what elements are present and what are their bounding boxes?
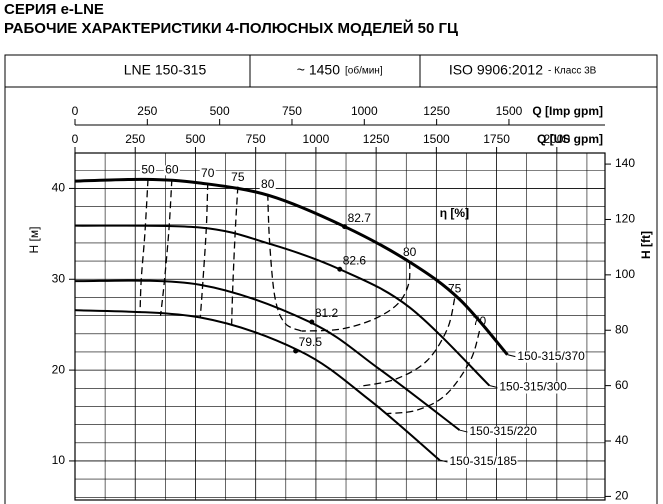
- efficiency-curve: [301, 261, 411, 332]
- efficiency-curve: [230, 186, 239, 327]
- x-tick-label: 750: [246, 132, 266, 146]
- y2-tick-label: 120: [615, 212, 635, 226]
- efficiency-label: 60: [165, 163, 179, 177]
- standard: ISO 9906:2012: [449, 62, 543, 78]
- efficiency-label-bg: [446, 284, 463, 295]
- efficiency-label-bg: [199, 168, 216, 179]
- x-tick-label: 1250: [363, 132, 390, 146]
- y2-tick-label: 140: [615, 156, 635, 170]
- curve-label-bg: [467, 426, 538, 439]
- pump-curve: [74, 309, 441, 461]
- efficiency-curve: [359, 298, 456, 388]
- x2-axis-title: Q [Imp gpm]: [532, 104, 603, 118]
- curve-leader: [439, 459, 448, 463]
- x2-tick-label: 1250: [423, 104, 450, 118]
- x2-tick-label: 1500: [496, 104, 523, 118]
- x-tick-label: 1000: [303, 132, 330, 146]
- bep-point: [293, 348, 299, 354]
- curve-label-bg: [497, 381, 568, 394]
- model: LNE 150-315: [124, 62, 207, 78]
- y2-tick-label: 40: [615, 433, 629, 447]
- x-tick-label: 250: [125, 132, 145, 146]
- curve-leader: [459, 429, 468, 433]
- bep-point: [309, 319, 315, 325]
- curve-label: 150-315/370: [517, 349, 585, 363]
- pump-curve: [74, 177, 509, 356]
- y-tick-label: 40: [52, 181, 66, 195]
- efficiency-curve: [267, 193, 302, 332]
- efficiency-label-bg: [229, 172, 246, 183]
- efficiency-label: 70: [201, 166, 215, 180]
- x2-tick-label: 250: [137, 104, 157, 118]
- y2-tick-label: 80: [615, 322, 629, 336]
- efficiency-label-bg: [401, 248, 418, 259]
- y-tick-label: 30: [52, 271, 66, 285]
- x2-tick-label: 750: [282, 104, 302, 118]
- efficiency-curve: [139, 179, 149, 313]
- speed-unit: [об/мин]: [345, 65, 383, 77]
- curve-label-bg: [447, 456, 518, 469]
- curve-label-bg: [515, 350, 586, 363]
- curve-leader: [489, 385, 498, 389]
- class: - Класс 3B: [548, 66, 597, 77]
- bep-point: [337, 266, 343, 272]
- y2-tick-label: 20: [615, 489, 629, 503]
- plot-frame: [74, 152, 606, 501]
- y2-tick-label: 60: [615, 378, 629, 392]
- efficiency-label: 75: [231, 170, 245, 184]
- curve-label: 150-315/185: [449, 454, 517, 468]
- bep-point: [342, 224, 348, 230]
- curve-label: 150-315/220: [469, 424, 537, 438]
- pump-curve: [74, 279, 461, 431]
- efficiency-curve: [159, 179, 173, 316]
- speed: ~ 1450: [297, 62, 340, 78]
- page-title: РАБОЧИЕ ХАРАКТЕРИСТИКИ 4-ПОЛЮСНЫХ МОДЕЛЕ…: [4, 19, 458, 37]
- x-tick-label: 2000: [543, 132, 570, 146]
- series-title: СЕРИЯ e-LNE: [4, 1, 104, 18]
- x-tick-label: 0: [72, 132, 79, 146]
- efficiency-axis-label: η [%]: [440, 206, 469, 220]
- bep-label: 79.5: [299, 335, 323, 349]
- efficiency-curve: [385, 330, 481, 415]
- x2-tick-label: 0: [72, 104, 79, 118]
- x-tick-label: 500: [185, 132, 205, 146]
- y-axis-title: H [м]: [27, 227, 41, 254]
- pump-curve: [74, 224, 491, 387]
- efficiency-curve: [199, 182, 209, 318]
- bep-label: 82.7: [348, 211, 372, 225]
- x-axis-title: Q [US gpm]: [537, 132, 603, 146]
- x-tick-label: 1750: [483, 132, 510, 146]
- bep-label: 82.6: [343, 253, 367, 267]
- bep-label: 81.2: [315, 306, 339, 320]
- y-tick-label: 10: [52, 453, 66, 467]
- y2-tick-label: 100: [615, 267, 635, 281]
- efficiency-label-bg: [139, 165, 156, 176]
- efficiency-label: 80: [261, 177, 275, 191]
- curve-label: 150-315/300: [499, 380, 567, 394]
- x2-tick-label: 500: [210, 104, 230, 118]
- x-tick-label: 1500: [423, 132, 450, 146]
- efficiency-label: 50: [141, 163, 155, 177]
- efficiency-label: 80: [403, 245, 417, 259]
- efficiency-label-bg: [163, 165, 180, 176]
- efficiency-label-bg: [259, 179, 276, 190]
- y2-axis-title: H [ft]: [639, 231, 653, 259]
- y-tick-label: 20: [52, 362, 66, 376]
- curve-leader: [507, 354, 516, 358]
- frame: [4, 54, 658, 504]
- x2-tick-label: 1000: [351, 104, 378, 118]
